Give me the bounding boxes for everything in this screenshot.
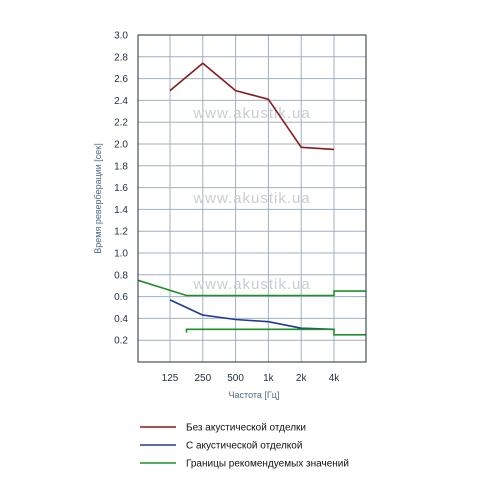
x-tick-label: 125 — [162, 373, 179, 384]
watermark-text: www.akustik.ua — [192, 190, 310, 207]
y-tick-label: 2.8 — [114, 52, 128, 63]
watermarks: www.akustik.ua www.akustik.ua www.akustik.… — [192, 105, 310, 293]
legend-label: Без акустической отделки — [186, 423, 306, 434]
y-tick-label: 2.0 — [114, 140, 128, 151]
y-tick-label: 0.4 — [114, 314, 128, 325]
y-tick-label: 1.4 — [114, 205, 128, 216]
y-tick-label: 2.4 — [114, 96, 128, 107]
recommended-upper-bound-line — [137, 279, 366, 297]
y-tick-label: 2.2 — [114, 118, 128, 129]
series-line-1 — [169, 62, 335, 151]
x-tick-label: 4k — [329, 373, 341, 384]
y-tick-label: 1.8 — [114, 161, 128, 172]
watermark-text: www.akustik.ua — [192, 276, 310, 293]
series-layer — [137, 62, 366, 336]
y-axis-title: Время реверберации [сек] — [93, 143, 103, 254]
recommended-lower-bound-line — [185, 328, 366, 336]
chart-grid — [138, 34, 366, 362]
y-tick-labels: 0.2 0.4 0.6 0.8 1.0 1.2 1.4 1.6 1.8 2.0 2.2 2.4 2.6 2… — [114, 31, 128, 347]
legend-label: Границы рекомендуемых значений — [186, 459, 349, 470]
x-tick-label: 1k — [263, 373, 275, 384]
plot-frame — [137, 34, 367, 363]
x-tick-label: 500 — [227, 373, 244, 384]
y-tick-label: 2.6 — [114, 74, 128, 85]
series-line-2 — [169, 299, 335, 331]
legend: Без акустической отделки С акустической о… — [140, 423, 349, 470]
y-tick-label: 1.2 — [114, 227, 128, 238]
watermark-text: www.akustik.ua — [192, 105, 310, 122]
y-tick-label: 0.8 — [114, 270, 128, 281]
y-tick-label: 3.0 — [114, 31, 128, 42]
legend-label: С акустической отделкой — [186, 441, 302, 452]
x-tick-label: 2k — [296, 373, 308, 384]
y-tick-label: 1.0 — [114, 249, 128, 260]
x-axis-title: Частота [Гц] — [229, 390, 280, 400]
y-tick-label: 0.2 — [114, 336, 128, 347]
y-tick-label: 0.6 — [114, 292, 128, 303]
x-tick-label: 250 — [194, 373, 211, 384]
y-tick-label: 1.6 — [114, 183, 128, 194]
x-tick-labels: 125 250 500 1k 2k 4k — [162, 373, 341, 384]
